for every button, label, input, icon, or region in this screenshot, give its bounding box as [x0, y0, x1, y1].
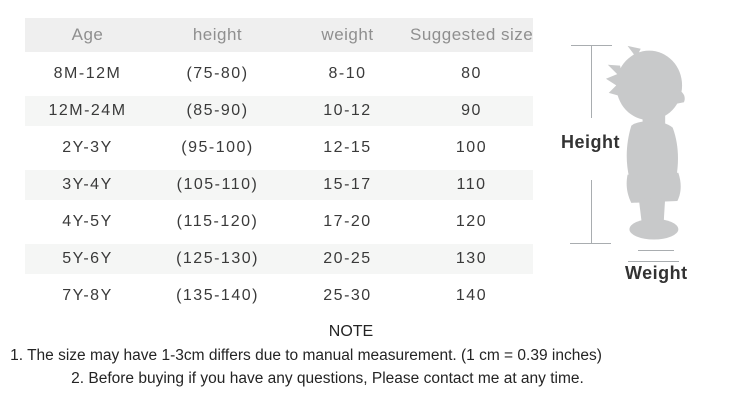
header-age: Age	[71, 25, 104, 44]
child-silhouette-icon	[605, 45, 685, 240]
height-label: Height	[561, 132, 620, 152]
cell-weight: 20-25	[323, 250, 372, 267]
height-line-top-cap	[571, 45, 612, 46]
table-row: 3Y-4Y (105-110) 15-17 110	[25, 170, 533, 200]
height-line-bottom-cap	[570, 243, 611, 244]
cell-height: (105-110)	[176, 176, 259, 193]
cell-age: 8M-12M	[53, 65, 122, 82]
height-line-upper-segment	[591, 46, 592, 118]
cell-age: 3Y-4Y	[62, 176, 113, 193]
cell-suggested-size: 100	[455, 139, 488, 156]
height-line-lower-segment	[591, 180, 592, 243]
header-suggested-size: Suggested size	[410, 25, 534, 44]
table-row: 8M-12M (75-80) 8-10 80	[25, 59, 533, 89]
table-row: 4Y-5Y (115-120) 17-20 120	[25, 207, 533, 237]
cell-height: (85-90)	[186, 102, 249, 119]
weight-line-short	[638, 250, 674, 251]
size-chart-table: Age height weight Suggested size 8M-12M …	[25, 18, 533, 311]
measurement-figure: Height Weight	[555, 20, 738, 310]
weight-label: Weight	[625, 263, 688, 283]
cell-suggested-size: 130	[455, 250, 488, 267]
cell-weight: 15-17	[323, 176, 372, 193]
cell-suggested-size: 80	[461, 65, 482, 82]
note-line-1: 1. The size may have 1-3cm differs due t…	[10, 347, 602, 364]
cell-age: 4Y-5Y	[62, 213, 113, 230]
table-row: 7Y-8Y (135-140) 25-30 140	[25, 281, 533, 311]
cell-height: (95-100)	[181, 139, 254, 156]
cell-suggested-size: 120	[455, 213, 488, 230]
cell-height: (125-130)	[176, 250, 259, 267]
cell-age: 12M-24M	[48, 102, 127, 119]
cell-height: (115-120)	[176, 213, 259, 230]
cell-suggested-size: 110	[456, 176, 487, 193]
cell-age: 7Y-8Y	[62, 287, 113, 304]
note-title: NOTE	[328, 323, 374, 340]
cell-weight: 10-12	[323, 102, 372, 119]
header-weight: weight	[321, 25, 374, 44]
cell-suggested-size: 90	[461, 102, 482, 119]
note-line-2: 2. Before buying if you have any questio…	[71, 370, 584, 387]
cell-weight: 12-15	[323, 139, 372, 156]
table-row: 12M-24M (85-90) 10-12 90	[25, 96, 533, 126]
cell-age: 2Y-3Y	[62, 139, 113, 156]
cell-weight: 8-10	[328, 65, 367, 82]
table-row: 2Y-3Y (95-100) 12-15 100	[25, 133, 533, 163]
cell-age: 5Y-6Y	[62, 250, 113, 267]
cell-weight: 17-20	[323, 213, 372, 230]
table-body: 8M-12M (75-80) 8-10 80 12M-24M (85-90) 1…	[25, 59, 533, 311]
table-row: 5Y-6Y (125-130) 20-25 130	[25, 244, 533, 274]
weight-line-long	[628, 261, 679, 262]
cell-height: (135-140)	[176, 287, 259, 304]
table-header-row: Age height weight Suggested size	[25, 18, 533, 52]
cell-suggested-size: 140	[455, 287, 488, 304]
header-height: height	[192, 25, 243, 44]
cell-height: (75-80)	[186, 65, 249, 82]
cell-weight: 25-30	[323, 287, 372, 304]
